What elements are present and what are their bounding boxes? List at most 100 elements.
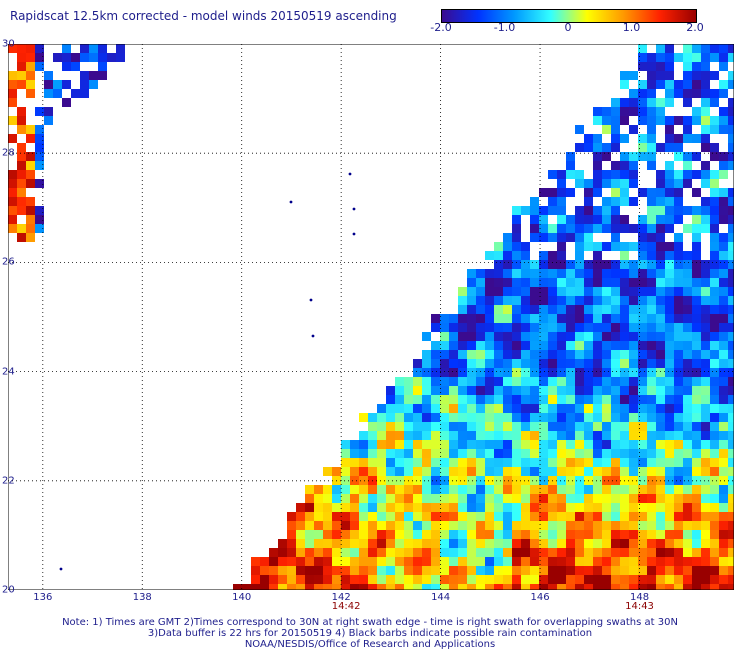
swath-cell xyxy=(548,296,557,305)
swath-cell xyxy=(638,260,647,269)
swath-cell xyxy=(566,314,575,323)
swath-cell xyxy=(350,503,359,512)
swath-cell xyxy=(35,179,44,188)
swath-cell xyxy=(683,224,692,233)
swath-cell xyxy=(548,197,557,206)
swath-cell xyxy=(584,323,593,332)
swath-cell xyxy=(494,557,503,566)
swath-cell xyxy=(314,539,323,548)
swath-cell xyxy=(386,404,395,413)
swath-cell xyxy=(602,359,611,368)
swath-cell xyxy=(539,485,548,494)
swath-cell xyxy=(422,386,431,395)
swath-cell xyxy=(359,512,368,521)
swath-cell xyxy=(602,125,611,134)
swath-cell xyxy=(17,62,26,71)
swath-cell xyxy=(287,521,296,530)
note-line-1: Note: 1) Times are GMT 2)Times correspon… xyxy=(62,617,678,628)
swath-cell xyxy=(593,179,602,188)
swath-cell xyxy=(359,485,368,494)
swath-cell xyxy=(467,305,476,314)
swath-cell xyxy=(665,215,674,224)
swath-cell xyxy=(521,377,530,386)
swath-cell xyxy=(287,557,296,566)
swath-cell xyxy=(512,251,521,260)
colorbar-tick-label: 1.0 xyxy=(622,21,641,34)
swath-cell xyxy=(476,566,485,575)
swath-cell xyxy=(629,224,638,233)
swath-cell xyxy=(728,287,734,296)
swath-cell xyxy=(512,341,521,350)
swath-cell xyxy=(674,476,683,485)
swath-cell xyxy=(620,413,629,422)
swath-cell xyxy=(629,71,638,80)
swath-cell xyxy=(431,413,440,422)
swath-cell xyxy=(494,521,503,530)
swath-cell xyxy=(539,584,548,590)
swath-cell xyxy=(719,350,728,359)
swath-cell xyxy=(584,521,593,530)
swath-cell xyxy=(575,350,584,359)
swath-cell xyxy=(593,530,602,539)
swath-cell xyxy=(494,467,503,476)
swath-cell xyxy=(404,503,413,512)
swath-cell xyxy=(566,557,575,566)
swath-cell xyxy=(611,125,620,134)
swath-cell xyxy=(611,521,620,530)
swath-cell xyxy=(467,377,476,386)
swath-cell xyxy=(701,557,710,566)
swath-cell xyxy=(656,116,665,125)
swath-cell xyxy=(539,296,548,305)
swath-cell xyxy=(413,449,422,458)
swath-cell xyxy=(638,566,647,575)
swath-cell xyxy=(584,332,593,341)
swath-cell xyxy=(647,359,656,368)
swath-cell xyxy=(647,368,656,377)
swath-cell xyxy=(305,494,314,503)
swath-cell xyxy=(278,539,287,548)
island-marker xyxy=(311,334,315,338)
swath-cell xyxy=(557,215,566,224)
swath-cell xyxy=(404,566,413,575)
swath-cell xyxy=(701,278,710,287)
swath-cell xyxy=(548,332,557,341)
swath-cell xyxy=(575,494,584,503)
swath-cell xyxy=(512,224,521,233)
swath-cell xyxy=(584,512,593,521)
swath-cell xyxy=(719,125,728,134)
swath-cell xyxy=(260,566,269,575)
swath-cell xyxy=(719,170,728,179)
swath-cell xyxy=(683,206,692,215)
swath-cell xyxy=(575,503,584,512)
swath-cell xyxy=(35,107,44,116)
swath-cell xyxy=(575,143,584,152)
swath-cell xyxy=(494,476,503,485)
swath-cell xyxy=(485,269,494,278)
swath-cell xyxy=(665,494,674,503)
swath-cell xyxy=(440,584,449,590)
swath-cell xyxy=(728,296,734,305)
swath-cell xyxy=(269,566,278,575)
swath-cell xyxy=(251,566,260,575)
swath-cell xyxy=(674,404,683,413)
swath-cell xyxy=(413,386,422,395)
swath-cell xyxy=(350,458,359,467)
swath-cell xyxy=(512,314,521,323)
swath-cell xyxy=(305,485,314,494)
swath-cell xyxy=(647,350,656,359)
swath-cell xyxy=(719,323,728,332)
swath-cell xyxy=(638,314,647,323)
swath-cell xyxy=(521,359,530,368)
swath-cell xyxy=(566,161,575,170)
swath-cell xyxy=(377,422,386,431)
swath-cell xyxy=(665,332,674,341)
swath-cell xyxy=(404,413,413,422)
swath-cell xyxy=(584,575,593,584)
swath-cell xyxy=(395,386,404,395)
swath-cell xyxy=(530,341,539,350)
swath-cell xyxy=(584,494,593,503)
swath-cell xyxy=(647,215,656,224)
swath-cell xyxy=(413,368,422,377)
swath-cell xyxy=(728,431,734,440)
swath-cell xyxy=(611,548,620,557)
